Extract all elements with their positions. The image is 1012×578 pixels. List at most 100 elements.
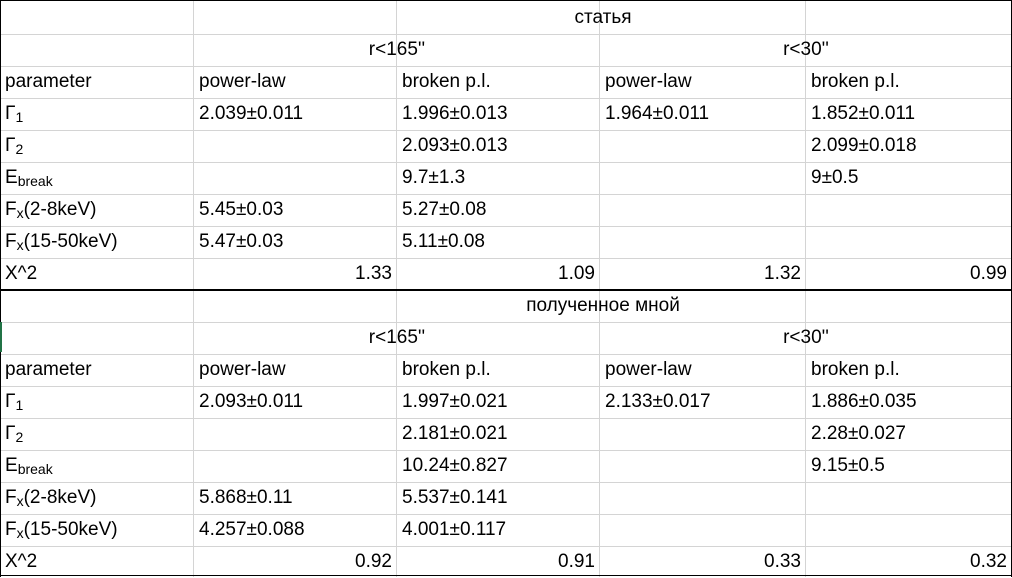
value-cell[interactable]: 4.257±0.088	[199, 519, 305, 540]
parameter-cell[interactable]: Γ2	[0, 418, 194, 450]
value-cell[interactable]	[600, 418, 806, 450]
chi-square-value-cell[interactable]: 0.92	[355, 551, 392, 572]
value-cell[interactable]: 2.099±0.018	[811, 135, 917, 156]
group-header-cell[interactable]: r<165''	[368, 39, 426, 60]
column-header-cell[interactable]: broken p.l.	[811, 359, 900, 380]
parameter-cell[interactable]: Fx(2-8keV)	[0, 482, 194, 514]
chi-square-label-cell[interactable]: X^2	[5, 263, 38, 284]
parameter-subscript: x	[16, 237, 24, 253]
value-cell[interactable]: 1.996±0.013	[402, 103, 508, 124]
chi-square-label-cell[interactable]: X^2	[5, 551, 38, 572]
parameter-cell[interactable]: Γ1	[0, 98, 194, 130]
row-gridline	[0, 322, 1012, 323]
column-header-cell[interactable]: parameter	[5, 71, 92, 92]
parameter-subscript: x	[16, 493, 24, 509]
column-header-cell[interactable]: broken p.l.	[402, 71, 491, 92]
value-cell[interactable]: 2.093±0.013	[402, 135, 508, 156]
value-cell[interactable]	[600, 482, 806, 514]
value-cell[interactable]: 5.47±0.03	[199, 231, 284, 252]
value-cell[interactable]: 2.181±0.021	[402, 423, 508, 444]
column-header-cell[interactable]: power-law	[605, 71, 692, 92]
parameter-symbol: E	[5, 167, 18, 188]
value-cell[interactable]	[194, 130, 397, 162]
value-cell[interactable]	[806, 514, 1012, 546]
row-gridline	[0, 130, 1012, 131]
column-header-cell[interactable]: power-law	[605, 359, 692, 380]
value-cell[interactable]: 5.868±0.11	[199, 487, 293, 508]
parameter-cell[interactable]: Fx(15-50keV)	[0, 226, 194, 258]
parameter-symbol: Γ	[5, 423, 16, 444]
value-cell[interactable]: 5.537±0.141	[402, 487, 508, 508]
value-cell[interactable]	[194, 418, 397, 450]
parameter-symbol: Γ	[5, 391, 16, 412]
column-gridline	[193, 0, 194, 577]
parameter-suffix: (2-8keV)	[23, 487, 97, 508]
value-cell[interactable]: 5.27±0.08	[402, 199, 487, 220]
chi-square-value-cell[interactable]: 0.99	[970, 263, 1007, 284]
value-cell[interactable]: 5.11±0.08	[402, 231, 485, 252]
value-cell[interactable]	[600, 162, 806, 194]
parameter-subscript: x	[16, 525, 24, 541]
section-border	[0, 0, 1012, 1]
column-header-cell[interactable]: broken p.l.	[402, 359, 491, 380]
section-border	[0, 575, 1012, 576]
chi-square-value-cell[interactable]: 0.33	[764, 551, 801, 572]
value-cell[interactable]: 10.24±0.827	[402, 455, 508, 476]
row-gridline	[0, 66, 1012, 67]
parameter-symbol: F	[5, 487, 17, 508]
parameter-cell[interactable]: Ebreak	[0, 450, 194, 482]
value-cell[interactable]: 1.886±0.035	[811, 391, 917, 412]
value-cell[interactable]: 2.039±0.011	[199, 103, 304, 124]
row-gridline	[0, 162, 1012, 163]
value-cell[interactable]	[194, 162, 397, 194]
chi-square-value-cell[interactable]: 1.32	[764, 263, 801, 284]
value-cell[interactable]	[600, 450, 806, 482]
parameter-subscript: x	[16, 205, 24, 221]
parameter-cell[interactable]: Γ2	[0, 130, 194, 162]
group-header-cell[interactable]: r<165''	[368, 327, 426, 348]
value-cell[interactable]	[194, 450, 397, 482]
value-cell[interactable]	[600, 226, 806, 258]
column-header-cell[interactable]: broken p.l.	[811, 71, 900, 92]
column-gridline	[396, 0, 397, 577]
section-title-cell[interactable]: полученное мной	[526, 295, 680, 316]
value-cell[interactable]: 9±0.5	[811, 167, 859, 188]
value-cell[interactable]: 1.964±0.011	[605, 103, 710, 124]
value-cell[interactable]	[806, 482, 1012, 514]
group-header-cell[interactable]: r<30''	[783, 39, 829, 60]
value-cell[interactable]: 5.45±0.03	[199, 199, 284, 220]
section-title-cell[interactable]: статья	[574, 7, 632, 28]
column-header-cell[interactable]: power-law	[199, 359, 286, 380]
column-gridline	[805, 0, 806, 577]
parameter-symbol: F	[5, 199, 17, 220]
chi-square-value-cell[interactable]: 1.09	[558, 263, 595, 284]
value-cell[interactable]: 9.7±1.3	[402, 167, 466, 188]
value-cell[interactable]	[806, 194, 1012, 226]
parameter-suffix: (15-50keV)	[23, 231, 118, 252]
chi-square-value-cell[interactable]: 0.32	[970, 551, 1007, 572]
value-cell[interactable]	[600, 514, 806, 546]
value-cell[interactable]: 1.997±0.021	[402, 391, 508, 412]
group-header-cell[interactable]: r<30''	[783, 327, 829, 348]
value-cell[interactable]: 4.001±0.117	[402, 519, 507, 540]
row-gridline	[0, 354, 1012, 355]
value-cell[interactable]	[600, 130, 806, 162]
parameter-subscript: 1	[15, 397, 24, 413]
column-header-cell[interactable]: power-law	[199, 71, 286, 92]
value-cell[interactable]: 2.28±0.027	[811, 423, 906, 444]
chi-square-value-cell[interactable]: 1.33	[355, 263, 392, 284]
value-cell[interactable]: 1.852±0.011	[811, 103, 916, 124]
parameter-cell[interactable]: Γ1	[0, 386, 194, 418]
parameter-cell[interactable]: Fx(2-8keV)	[0, 194, 194, 226]
column-header-cell[interactable]: parameter	[5, 359, 92, 380]
chi-square-value-cell[interactable]: 0.91	[558, 551, 595, 572]
parameter-cell[interactable]: Fx(15-50keV)	[0, 514, 194, 546]
value-cell[interactable]: 2.133±0.017	[605, 391, 711, 412]
parameter-symbol: F	[5, 519, 17, 540]
value-cell[interactable]: 2.093±0.011	[199, 391, 304, 412]
value-cell[interactable]: 9.15±0.5	[811, 455, 885, 476]
value-cell[interactable]	[806, 226, 1012, 258]
parameter-cell[interactable]: Ebreak	[0, 162, 194, 194]
row-gridline	[0, 482, 1012, 483]
value-cell[interactable]	[600, 194, 806, 226]
